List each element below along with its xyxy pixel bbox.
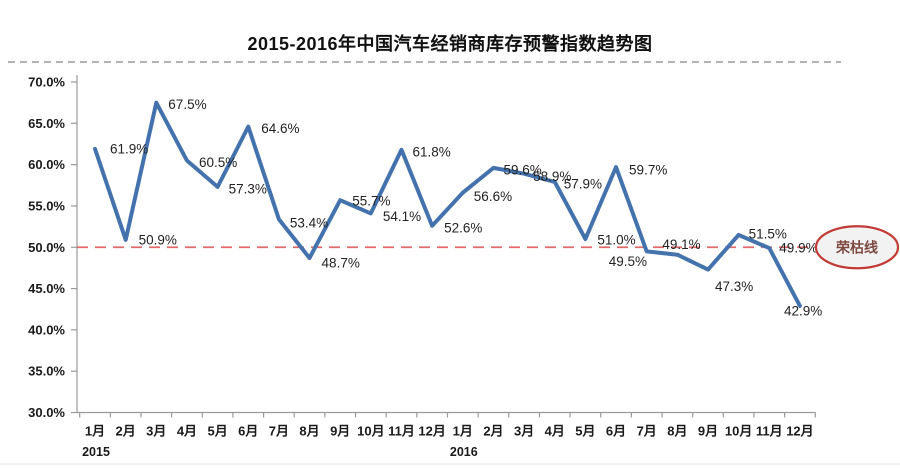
x-axis-month-label: 6月 (238, 424, 258, 439)
y-axis-tick-label: 50.0% (28, 240, 65, 255)
data-point-label: 50.9% (139, 232, 177, 247)
data-point-label: 49.9% (779, 241, 817, 256)
data-point-label: 53.4% (290, 216, 328, 231)
data-point-label: 54.1% (383, 209, 421, 224)
data-point-label: 59.7% (629, 163, 667, 178)
y-axis-tick-label: 65.0% (28, 116, 65, 131)
data-point-label: 57.3% (229, 181, 267, 196)
x-axis-month-label: 6月 (606, 424, 626, 439)
x-axis-month-label: 3月 (146, 424, 166, 439)
x-axis-month-label: 12月 (418, 424, 445, 439)
y-axis-tick-label: 70.0% (28, 75, 65, 90)
data-point-label: 52.6% (444, 220, 482, 235)
data-point-label: 58.9% (533, 169, 571, 184)
x-axis-month-label: 10月 (725, 424, 752, 439)
y-axis-tick-label: 60.0% (28, 157, 65, 172)
y-axis-tick-label: 55.0% (28, 198, 65, 213)
x-axis-month-label: 10月 (357, 424, 384, 439)
x-axis-month-label: 8月 (299, 424, 319, 439)
x-axis-month-label: 4月 (177, 424, 197, 439)
x-axis-month-label: 1月 (453, 424, 473, 439)
x-axis-month-label: 9月 (330, 424, 350, 439)
y-axis-tick-label: 30.0% (28, 405, 65, 420)
chart-title: 2015-2016年中国汽车经销商库存预警指数趋势图 (247, 34, 653, 54)
x-axis-month-label: 11月 (388, 424, 415, 439)
y-axis-tick-label: 40.0% (28, 322, 65, 337)
boom-bust-annotation-ellipse (814, 225, 900, 270)
data-point-label: 42.9% (784, 303, 822, 318)
data-point-label: 49.1% (662, 237, 700, 252)
data-point-label: 57.9% (564, 176, 602, 191)
x-axis-month-label: 8月 (667, 424, 687, 439)
x-axis-month-label: 7月 (637, 424, 657, 439)
y-axis-tick-label: 45.0% (28, 281, 65, 296)
data-point-label: 51.5% (749, 226, 787, 241)
data-point-label: 67.5% (168, 97, 206, 112)
y-axis-tick-label: 35.0% (28, 364, 65, 379)
x-axis-month-label: 7月 (269, 424, 289, 439)
data-point-label: 64.6% (261, 121, 299, 136)
x-axis-month-label: 11月 (756, 424, 783, 439)
boom-bust-annotation-label: 荣枯线 (835, 239, 878, 255)
data-point-label: 48.7% (322, 255, 360, 270)
x-axis-year-label: 2015 (82, 445, 110, 459)
data-point-label: 61.8% (413, 144, 451, 159)
x-axis-month-label: 5月 (575, 424, 595, 439)
data-point-label: 47.3% (715, 279, 753, 294)
x-axis-month-label: 4月 (545, 424, 565, 439)
x-axis-month-label: 12月 (786, 424, 813, 439)
x-axis-month-label: 3月 (514, 424, 534, 439)
x-axis-month-label: 2月 (116, 424, 136, 439)
data-point-label: 60.5% (199, 155, 237, 170)
data-point-label: 49.5% (609, 254, 647, 269)
x-axis-year-label: 2016 (450, 445, 478, 459)
x-axis-month-label: 2月 (483, 424, 503, 439)
x-axis-month-label: 5月 (207, 424, 227, 439)
data-point-label: 59.6% (503, 162, 541, 177)
index-trend-line (93, 100, 802, 308)
data-point-label: 55.7% (352, 194, 390, 209)
x-axis-month-label: 1月 (85, 424, 105, 439)
data-point-label: 51.0% (597, 232, 635, 247)
x-axis-month-label: 9月 (698, 424, 718, 439)
data-point-label: 56.6% (474, 189, 512, 204)
data-point-label: 61.9% (110, 141, 148, 156)
